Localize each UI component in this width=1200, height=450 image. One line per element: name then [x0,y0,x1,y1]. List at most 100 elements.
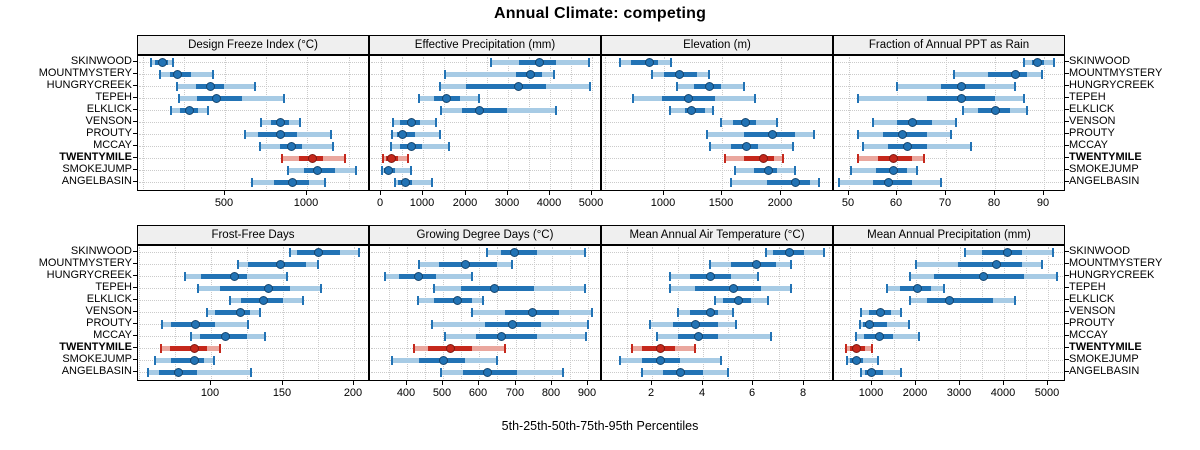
percentile-band-light-5-95 [391,132,441,137]
site-gridline [371,276,599,277]
median-dot [287,178,297,187]
whisker-cap-95th [357,248,360,257]
median-dot [275,118,285,127]
panel-plot [601,55,833,191]
site-gridline [139,348,367,349]
whisker-cap-5th [858,320,861,329]
whisker-cap-95th [1014,296,1017,305]
median-dot [979,272,989,281]
x-axis-tick [549,191,550,195]
median-dot [683,94,693,103]
x-gridline [1026,247,1027,380]
whisker-cap-95th [330,130,333,139]
row-tick-left [133,359,137,360]
x-axis-tick-label: 150 [272,387,292,399]
whisker-cap-5th [705,130,708,139]
panel-header: Frost-Free Days [137,225,369,245]
percentile-band-25-75 [462,108,508,113]
whisker-cap-5th [850,166,853,175]
whisker-cap-5th [709,142,712,151]
panel-header: Effective Precipitation (mm) [369,35,601,55]
whisker-cap-5th [860,308,863,317]
site-label-right: MCCAY [1069,139,1108,151]
row-tick-right [1065,263,1069,264]
median-dot [189,344,199,353]
percentile-band-25-75 [987,72,1027,77]
x-axis-tick-label: 900 [577,387,597,399]
whisker-cap-95th [283,94,286,103]
percentile-band-25-75 [767,180,811,185]
x-axis-tick [210,381,211,385]
whisker-cap-95th [258,308,261,317]
x-axis-tick [465,191,466,195]
median-dot [275,130,285,139]
percentile-band-25-75 [982,250,1022,255]
x-axis-tick [515,381,516,385]
x-axis-tick [1003,381,1004,385]
site-gridline [835,348,1063,349]
whisker-cap-5th [471,308,474,317]
panel-header: Mean Annual Air Temperature (°C) [601,225,833,245]
x-axis-tick [478,381,479,385]
row-tick-right [1065,61,1069,62]
site-label-right: TEPEH [1069,281,1106,293]
row-tick-left [133,145,137,146]
median-dot [888,166,898,175]
site-label-left: PROUTY [86,317,132,329]
median-dot [308,154,318,163]
percentile-band-25-75 [433,298,472,303]
site-gridline [603,158,831,159]
whisker-cap-95th [447,142,450,151]
median-dot [791,178,801,187]
x-gridline [184,57,185,190]
site-label-right: MCCAY [1069,329,1108,341]
site-gridline [139,62,367,63]
site-gridline [371,182,599,183]
median-dot [674,70,684,79]
site-gridline [835,170,1063,171]
row-tick-right [1065,359,1069,360]
whisker-cap-95th [732,308,735,317]
whisker-cap-95th [253,82,256,91]
median-dot [497,332,507,341]
whisker-cap-95th [1025,106,1028,115]
x-axis-tick-label: 1000 [409,197,435,209]
percentile-band-25-75 [863,322,887,327]
whisker-cap-5th [432,284,435,293]
whisker-cap-95th [670,58,673,67]
x-gridline [781,57,782,190]
site-label-left: MCCAY [93,139,132,151]
x-axis-tick [651,381,652,385]
row-tick-right [1065,97,1069,98]
x-axis-tick [959,381,960,385]
percentile-band-25-75 [170,358,204,363]
row-tick-right [1065,347,1069,348]
median-dot [767,130,777,139]
whisker-cap-95th [301,296,304,305]
x-axis-tick-label: 3000 [494,197,520,209]
whisker-cap-95th [782,154,785,163]
median-dot [764,166,774,175]
percentile-band-25-75 [743,156,774,161]
whisker-cap-95th [317,260,320,269]
whisker-cap-95th [1056,272,1059,281]
median-dot [406,118,416,127]
whisker-cap-95th [331,142,334,151]
whisker-cap-95th [503,344,506,353]
x-axis-caption: 5th-25th-50th-75th-95th Percentiles [501,419,699,433]
median-dot [956,94,966,103]
whisker-cap-95th [900,368,903,377]
whisker-cap-5th [286,166,289,175]
median-dot [1032,58,1042,67]
x-axis-tick [871,381,872,385]
whisker-cap-95th [285,272,288,281]
site-gridline [835,182,1063,183]
site-label-right: SMOKEJUMP [1069,353,1139,365]
whisker-cap-5th [714,296,717,305]
panel-plot [833,55,1065,191]
whisker-cap-5th [416,296,419,305]
x-axis-tick [507,191,508,195]
site-label-right: MOUNTMYSTERY [1069,257,1163,269]
site-label-right: TEPEH [1069,91,1106,103]
site-gridline [835,336,1063,337]
